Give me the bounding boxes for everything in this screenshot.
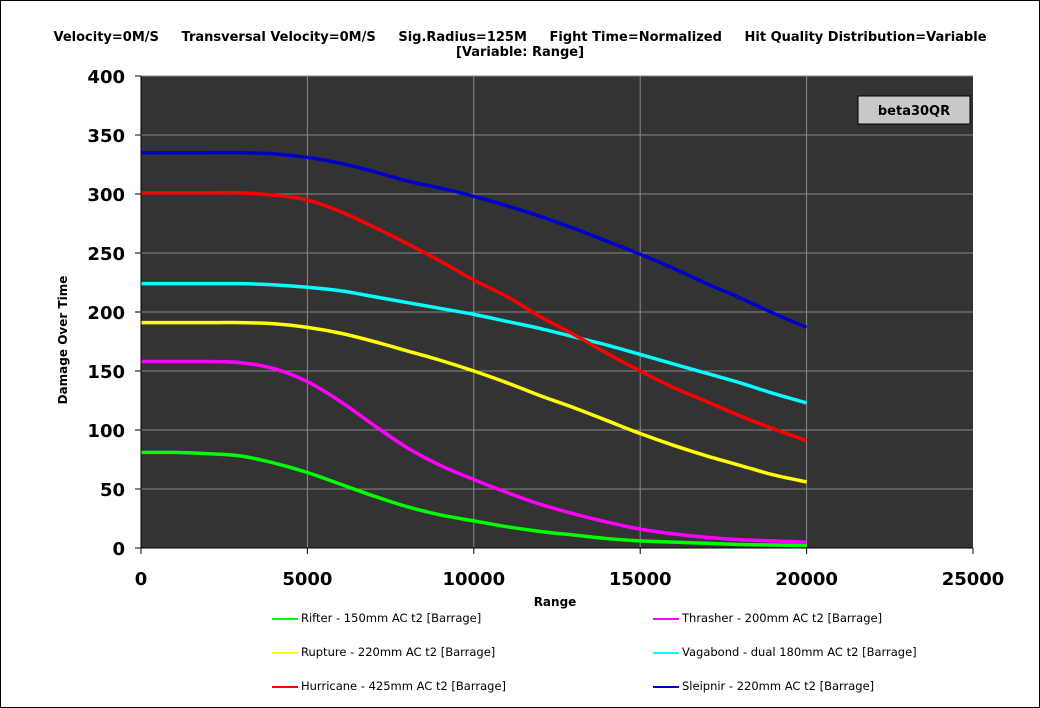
series-layer xyxy=(140,150,808,548)
legend-entry: Hurricane - 425mm AC t2 [Barrage] xyxy=(272,679,506,693)
y-tick-label: 300 xyxy=(87,185,125,206)
legend-swatch xyxy=(653,685,679,688)
legend-entry: Sleipnir - 220mm AC t2 [Barrage] xyxy=(653,679,874,693)
series-line-3 xyxy=(140,281,808,405)
legend-swatch xyxy=(653,651,679,654)
annotation-label: beta30QR xyxy=(878,104,950,119)
y-axis-title: Damage Over Time xyxy=(56,276,70,405)
legend-entry: Rifter - 150mm AC t2 [Barrage] xyxy=(272,611,481,625)
x-tick-label: 15000 xyxy=(609,569,672,590)
annotation-box xyxy=(857,95,971,125)
legend-entry: Rupture - 220mm AC t2 [Barrage] xyxy=(272,645,495,659)
chart-settings-line: Velocity=0M/S Transversal Velocity=0M/S … xyxy=(53,30,987,45)
legend-entry: Thrasher - 200mm AC t2 [Barrage] xyxy=(653,611,882,625)
y-tick-label: 400 xyxy=(87,67,125,88)
x-tick-label: 20000 xyxy=(775,569,838,590)
grid-lines xyxy=(141,75,973,548)
x-tick-label: 5000 xyxy=(282,569,332,590)
series-line-2 xyxy=(141,320,807,484)
legend-swatch xyxy=(272,617,298,620)
x-tick-label: 0 xyxy=(135,569,148,590)
legend-swatch xyxy=(653,617,679,620)
chart-variable-line: [Variable: Range] xyxy=(455,45,585,60)
y-tick-label: 150 xyxy=(87,362,125,383)
legend-label: Vagabond - dual 180mm AC t2 [Barrage] xyxy=(682,645,917,659)
legend-swatch xyxy=(272,685,298,688)
y-tick-label: 0 xyxy=(112,539,125,560)
series-line-1 xyxy=(141,359,807,544)
legend-label: Rupture - 220mm AC t2 [Barrage] xyxy=(301,645,496,659)
series-line-4 xyxy=(140,190,808,443)
legend-label: Sleipnir - 220mm AC t2 [Barrage] xyxy=(682,679,875,693)
series-line-0 xyxy=(140,450,807,548)
y-tick-label: 250 xyxy=(87,244,125,265)
y-tick-label: 200 xyxy=(87,303,125,324)
x-axis-title: Range xyxy=(534,595,577,609)
legend-swatch xyxy=(272,651,298,654)
y-tick-label: 50 xyxy=(100,480,125,501)
series-line-5 xyxy=(141,150,808,329)
axes: 0 50 100 150 200 250 300 350 400 0 5000 10000 15000 2… xyxy=(56,67,1004,609)
legend-label: Rifter - 150mm AC t2 [Barrage] xyxy=(301,611,482,625)
legend-label: Thrasher - 200mm AC t2 [Barrage] xyxy=(682,611,883,625)
annotation-layer: beta30QR xyxy=(857,95,971,125)
y-tick-label: 100 xyxy=(87,421,125,442)
x-tick-label: 25000 xyxy=(942,569,1005,590)
legend-entry: Vagabond - dual 180mm AC t2 [Barrage] xyxy=(653,645,917,659)
y-tick-label: 350 xyxy=(87,126,125,147)
legend-label: Hurricane - 425mm AC t2 [Barrage] xyxy=(301,679,507,693)
x-tick-label: 10000 xyxy=(442,569,505,590)
